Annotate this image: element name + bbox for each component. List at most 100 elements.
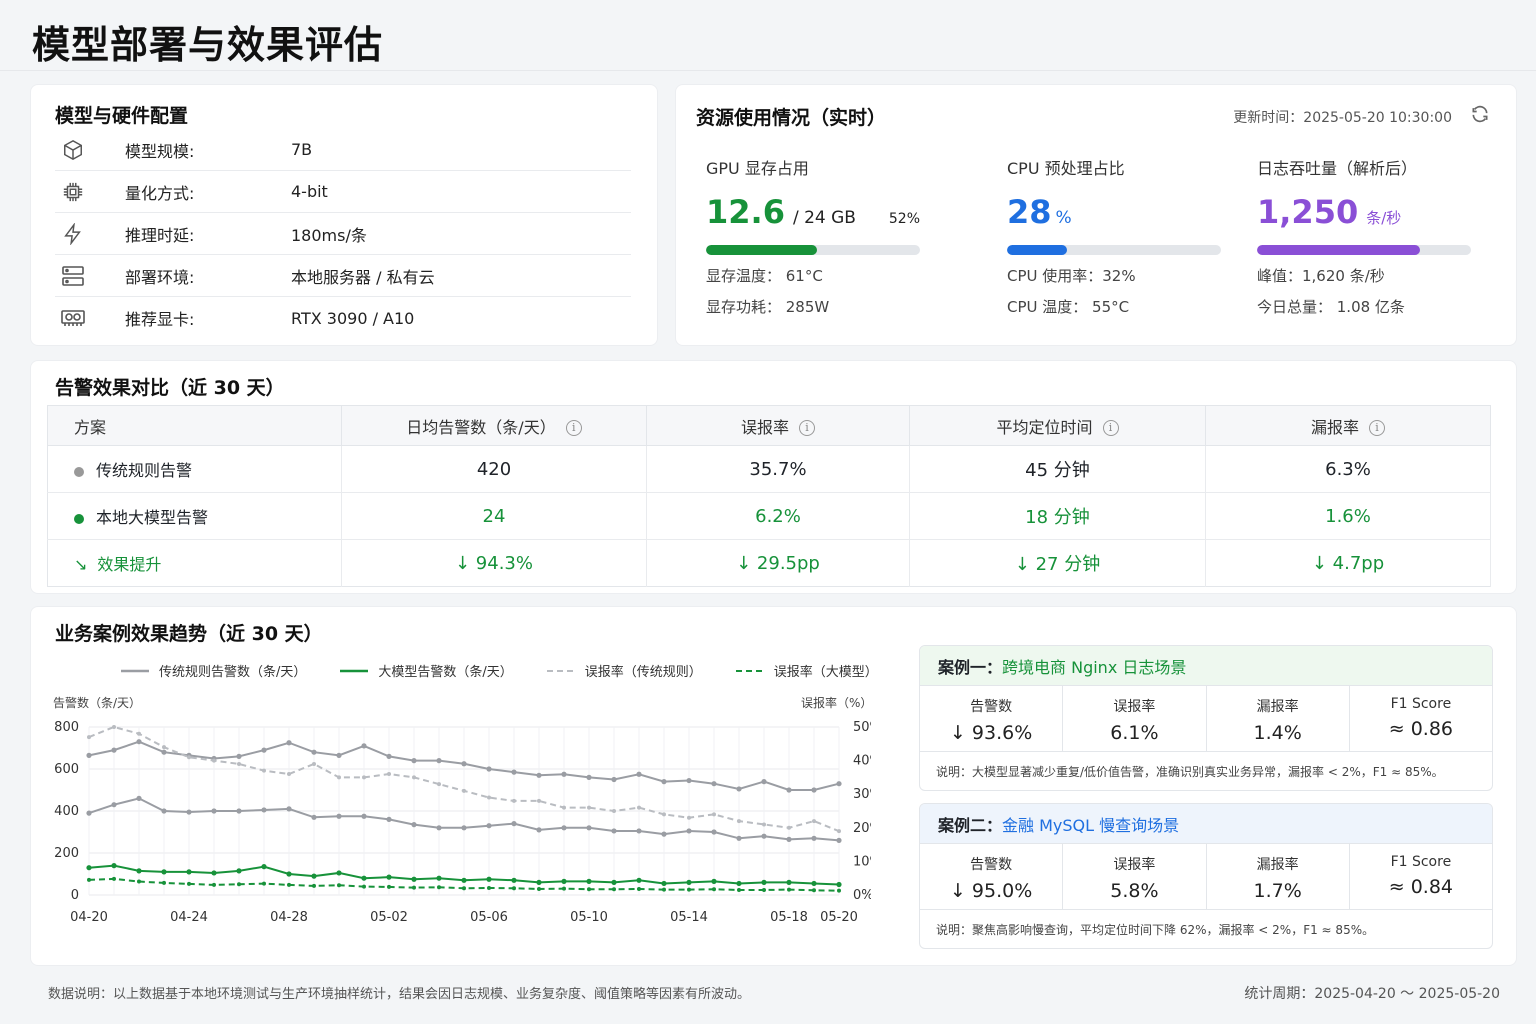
data-point [737,887,741,892]
log-label: 日志吞吐量（解析后） [1257,159,1418,178]
data-point [187,881,191,886]
data-point [611,828,617,834]
data-point [837,829,841,834]
data-point [512,798,516,803]
data-point [336,813,342,819]
data-point [161,869,167,875]
data-point [286,871,292,877]
data-point [261,747,267,753]
table-cell: 35.7% [646,445,910,493]
data-point [87,877,91,882]
hw-value: 4-bit [291,182,328,201]
data-point [261,807,267,813]
data-point [612,809,616,813]
chip-icon [55,181,91,203]
green-dot-icon [74,513,84,524]
legend-label: 大模型告警数（条/天） [378,665,513,680]
footer-period: 统计周期：2025-04-20 ～ 2025-05-20 [1244,986,1500,1002]
data-point [587,887,591,892]
data-point [736,786,742,792]
hw-value: RTX 3090 / A10 [291,308,415,328]
x-tick-label: 04-20 [70,910,108,925]
legend-label: 传统规则告警数（条/天） [159,665,307,680]
info-icon[interactable]: i [799,420,815,436]
data-point [711,781,717,787]
info-icon[interactable]: i [565,420,582,436]
data-point [411,876,417,882]
log-total: 今日总量： 1.08 亿条 [1257,298,1405,316]
y2-tick-label: 20% [853,821,871,836]
data-point [186,809,192,815]
x-tick-label: 04-28 [270,910,308,925]
data-point [411,758,417,764]
y2-tick-label: 0% [853,888,871,903]
data-point [837,888,841,893]
hw-label: 推理时延: [125,225,195,245]
data-point [361,743,367,749]
data-point [312,761,316,766]
x-tick-label: 05-14 [670,910,708,925]
gpu-power: 显存功耗： 285W [706,298,830,316]
data-point [537,886,541,891]
row-name: 本地大模型告警 [96,508,209,527]
log-unit: 条/秒 [1366,209,1402,227]
table-cell: 45 分钟 [909,445,1206,493]
gpu-percent: 52% [888,211,920,227]
case-metric: 漏报率 1.4% [1207,686,1350,751]
data-point [236,753,242,759]
data-point [237,882,241,887]
data-point [312,883,316,888]
resource-card: 资源使用情况（实时） 更新时间：2025-05-20 10:30:00 GPU … [675,84,1517,346]
gray-dot-icon [74,466,84,477]
table-row: 传统规则告警 420 35.7% 45 分钟 6.3% [47,445,1491,493]
data-point [836,781,842,787]
resource-title: 资源使用情况（实时） [696,107,887,129]
x-tick-label: 05-06 [470,910,508,925]
hw-label: 模型规模: [125,141,195,161]
gpu-card-icon [55,308,91,328]
data-point [311,814,317,820]
table-header-row: 方案 日均告警数（条/天） i 误报率 i 平均定位时间 i 漏报率 i [47,405,1491,446]
y2-tick-label: 40% [853,754,871,769]
data-point [711,829,717,835]
info-icon[interactable]: i [1369,420,1385,436]
data-point [412,885,416,890]
x-tick-label: 05-20 [820,910,858,925]
data-point [661,880,667,887]
data-point [686,777,692,784]
table-cell: 6.3% [1205,445,1491,493]
data-point [311,873,317,879]
hw-label: 推荐显卡: [125,310,195,329]
y2-tick-label: 50% [853,720,871,735]
data-point [287,882,291,887]
log-peak: 峰值：1,620 条/秒 [1257,267,1385,285]
data-point [437,885,441,890]
row-name: 效果提升 [97,555,162,574]
hw-label: 量化方式: [125,183,195,203]
table-cell: 6.2% [646,492,910,540]
data-point [336,870,342,876]
data-point [362,884,366,889]
header-divider [0,70,1536,71]
left-axis-label: 告警数（条/天） [53,695,141,710]
y2-tick-label: 10% [853,854,871,869]
legend-label: 误报率（大模型） [773,665,878,680]
col-header-false-positive: 误报率 i [646,405,910,446]
case-metric: 告警数 ↓ 93.6% [920,686,1064,751]
data-point [461,761,467,767]
col-header-plan: 方案 [47,405,342,446]
data-point [736,835,742,841]
info-icon[interactable]: i [1102,420,1119,436]
data-point [487,795,491,800]
hw-row-model-size: 模型规模: 7B [55,129,631,171]
data-point [711,878,717,884]
data-point [561,878,567,884]
table-cell: 1.6% [1205,492,1491,540]
refresh-icon[interactable] [1470,104,1490,128]
log-throughput-stat: 日志吞吐量（解析后） 1,250 条/秒 峰值：1,620 条/秒 今日总量： … [1257,155,1497,317]
log-progress-fill [1257,245,1420,255]
data-point [461,825,467,831]
data-point [636,771,642,777]
data-point [636,828,642,834]
y-tick-label: 400 [54,804,79,819]
